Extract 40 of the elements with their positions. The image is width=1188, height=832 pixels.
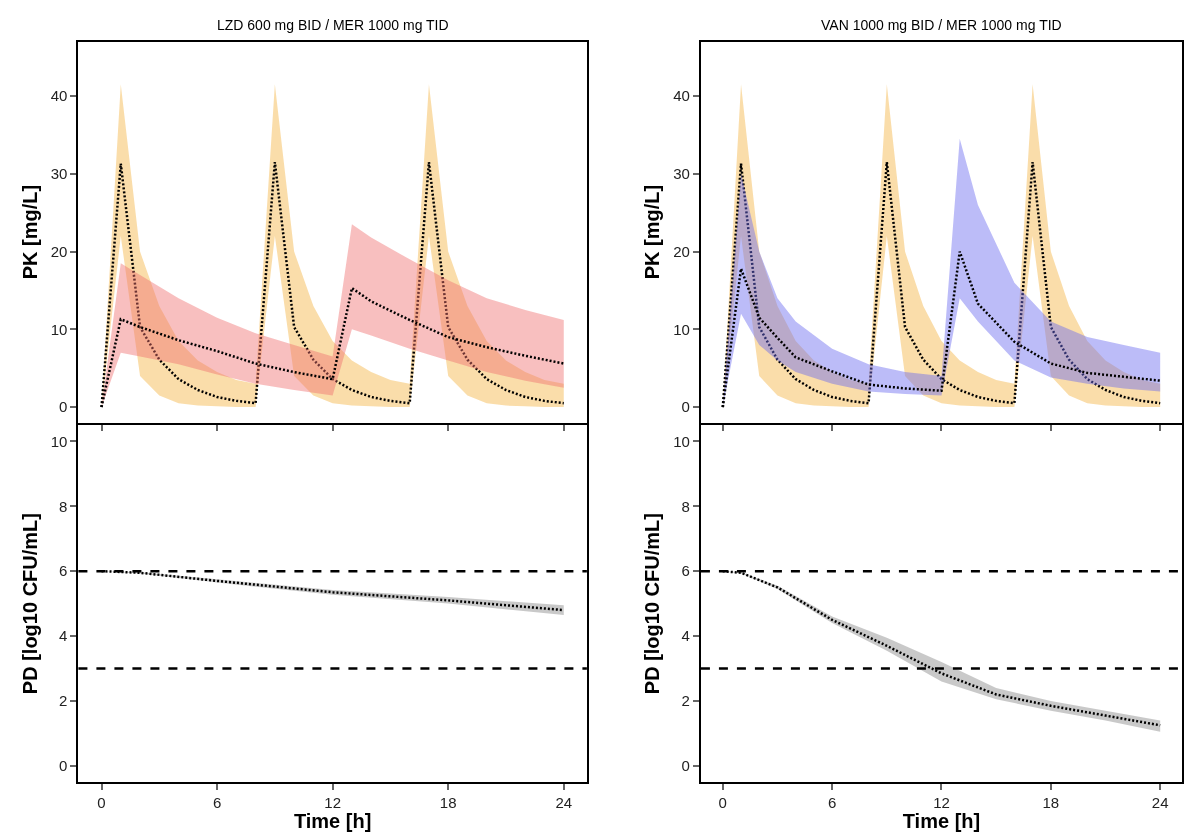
x-tick-label: 18 [439,794,457,812]
x-tick-label: 24 [1151,794,1169,812]
x-tick-label: 0 [97,794,106,812]
y-tick-label: 8 [59,497,68,515]
chart-title: LZD 600 mg BID / MER 1000 mg TID [217,17,449,33]
y-tick-label: 40 [673,87,690,105]
x-tick-label: 12 [324,794,341,812]
y-tick-label: 20 [673,242,690,260]
y-tick-label: 30 [673,165,690,183]
y-tick-label: 4 [59,627,68,645]
y-axis-title: PK [mg/L] [18,184,41,280]
x-tick-label: 18 [1042,794,1060,812]
y-axis-title: PK [mg/L] [641,184,664,280]
x-tick-label: 24 [555,794,573,812]
y-tick-label: 20 [50,242,68,260]
x-tick-label: 0 [718,794,727,812]
x-tick-label: 6 [212,794,222,812]
x-axis-title: Time [h] [293,810,372,832]
y-tick-label: 10 [673,432,690,450]
y-tick-label: 4 [681,627,690,645]
y-tick-label: 40 [50,87,68,105]
y-tick-label: 10 [673,320,690,338]
y-tick-label: 30 [50,165,68,183]
y-tick-label: 2 [681,692,690,710]
y-tick-label: 0 [681,398,690,416]
x-axis-title: Time [h] [902,810,981,832]
x-tick-label: 12 [933,794,950,812]
y-tick-label: 6 [59,562,68,580]
y-tick-label: 0 [681,757,690,775]
y-tick-label: 6 [681,562,690,580]
y-tick-label: 10 [50,432,68,450]
y-tick-label: 8 [681,497,690,515]
x-tick-label: 6 [827,794,837,812]
chart-title: VAN 1000 mg BID / MER 1000 mg TID [821,17,1062,33]
y-tick-label: 0 [59,757,68,775]
y-tick-label: 10 [50,320,68,338]
y-tick-label: 2 [59,692,68,710]
y-axis-title: PD [log10 CFU/mL] [18,513,41,695]
y-axis-title: PD [log10 CFU/mL] [641,513,664,695]
y-tick-label: 0 [59,398,68,416]
